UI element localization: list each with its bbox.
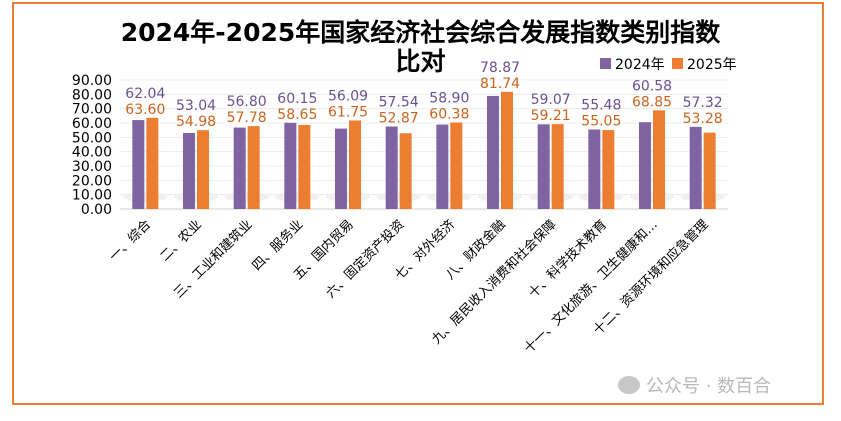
data-label-2025: 59.21 (531, 108, 571, 124)
bar-shadow (680, 192, 725, 202)
bar-2025 (197, 130, 209, 209)
x-tick-label: 二、农业 (157, 217, 204, 264)
y-tick-label: 80.00 (72, 87, 112, 103)
bar-2025 (146, 117, 159, 209)
data-label-2024: 53.04 (176, 98, 216, 114)
chart-title-line2: 比对 (395, 47, 446, 76)
data-label-2024: 56.09 (328, 88, 368, 104)
bar-shadow (427, 192, 472, 202)
bar-shadow (224, 192, 269, 202)
bar-2025 (551, 124, 564, 209)
bar-shadow (630, 192, 674, 202)
bar-2024 (537, 124, 550, 209)
bar-2024 (335, 128, 347, 209)
data-label-2025: 54.98 (176, 114, 216, 130)
bar-shadow (478, 192, 522, 202)
bar-2025 (399, 133, 412, 209)
bar-shadow (123, 192, 168, 202)
bar-2024 (132, 120, 145, 209)
y-tick-label: 30.00 (72, 159, 112, 175)
y-tick-label: 40.00 (72, 145, 112, 161)
bar-2024 (639, 122, 651, 209)
data-label-2024: 57.32 (683, 95, 723, 111)
bar-2025 (703, 132, 716, 209)
watermark: 公众号 · 数百合 (618, 372, 771, 398)
legend-swatch-2025 (672, 58, 683, 69)
data-label-2024: 60.58 (632, 78, 672, 94)
watermark-text: 公众号 · 数百合 (646, 376, 772, 397)
bar-2025 (501, 91, 513, 209)
data-label-2024: 60.15 (277, 91, 317, 107)
y-tick-label: 70.00 (72, 102, 112, 118)
bar-2025 (298, 124, 311, 209)
wechat-icon (618, 376, 640, 394)
data-label-2025: 53.28 (683, 111, 723, 127)
bar-2024 (233, 127, 246, 209)
data-label-2024: 62.04 (125, 86, 165, 102)
legend-label: 2024年 (615, 57, 665, 73)
data-label-2025: 58.65 (277, 107, 317, 123)
bar-2024 (385, 126, 398, 209)
y-tick-label: 10.00 (72, 188, 112, 204)
bar-shadow (275, 192, 320, 202)
data-label-2025: 61.75 (328, 104, 368, 120)
bar-shadow (326, 192, 370, 202)
bar-shadow (174, 192, 218, 202)
bar-2024 (284, 122, 297, 209)
data-label-2025: 57.78 (227, 110, 267, 126)
data-label-2024: 56.80 (227, 94, 267, 110)
data-label-2024: 55.48 (581, 97, 621, 113)
bar-2025 (349, 120, 361, 209)
y-tick-label: 50.00 (72, 130, 112, 146)
data-label-2024: 57.54 (379, 95, 419, 111)
bar-2024 (487, 95, 499, 209)
data-label-2024: 58.90 (429, 90, 469, 106)
bar-shadow (376, 192, 421, 202)
data-label-2025: 55.05 (581, 113, 621, 129)
x-tick-label: 一、综合 (107, 217, 154, 264)
y-tick-label: 90.00 (72, 73, 112, 89)
data-label-2025: 68.85 (632, 94, 672, 110)
data-label-2024: 59.07 (531, 92, 571, 108)
bar-2024 (689, 126, 702, 209)
legend-label: 2025年 (687, 57, 737, 73)
bar-shadow (528, 192, 573, 202)
bar-2025 (450, 122, 463, 209)
bar-2024 (436, 124, 449, 209)
bar-shadow (579, 192, 624, 202)
data-label-2025: 60.38 (429, 106, 469, 122)
bar-2025 (653, 110, 665, 209)
data-label-2025: 63.60 (125, 102, 165, 118)
y-tick-label: 60.00 (72, 116, 112, 132)
chart-frame (12, 2, 824, 405)
bar-2025 (247, 126, 260, 209)
data-label-2025: 52.87 (379, 111, 419, 127)
y-tick-label: 0.00 (81, 202, 112, 218)
legend-swatch-2024 (600, 58, 611, 69)
data-label-2025: 81.74 (480, 76, 520, 92)
bar-2025 (602, 130, 615, 209)
bar-2024 (588, 129, 601, 209)
y-tick-label: 20.00 (72, 173, 112, 189)
bar-2024 (183, 132, 195, 209)
chart-title-line1: 2024年-2025年国家经济社会综合发展指数类别指数 (120, 18, 721, 47)
data-label-2024: 78.87 (480, 60, 520, 76)
